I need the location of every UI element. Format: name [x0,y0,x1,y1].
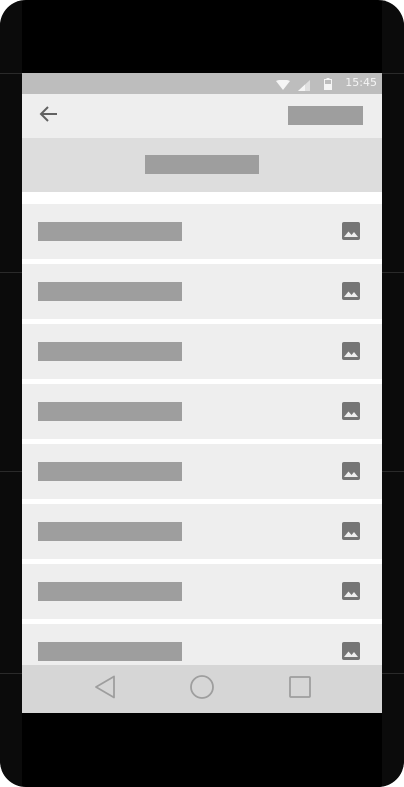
list-item-label-placeholder [38,642,182,661]
list-item[interactable] [22,444,382,499]
image-icon [342,402,360,420]
signal-icon [298,78,310,96]
back-button[interactable] [35,104,63,128]
image-icon [342,462,360,480]
image-icon [342,582,360,600]
bezel-divider [382,272,404,273]
subheader-title-placeholder [145,155,259,174]
image-icon [342,522,360,540]
bezel-divider [0,471,22,472]
bezel-divider [382,471,404,472]
bezel-divider [0,272,22,273]
list-item[interactable] [22,564,382,619]
bezel-divider [382,673,404,674]
list-item-label-placeholder [38,582,182,601]
bezel-right [382,0,404,787]
battery-icon [324,77,332,95]
status-bar: 15:45 [22,73,382,94]
status-time: 15:45 [345,76,377,89]
list-item-label-placeholder [38,342,182,361]
arrow-back-icon [39,105,59,128]
list-item[interactable] [22,384,382,439]
recents-square-icon [288,675,312,704]
wifi-icon [276,78,290,96]
image-icon [342,642,360,660]
system-nav-bar [22,665,382,713]
image-icon [342,222,360,240]
app-bar-action-placeholder[interactable] [288,106,363,125]
list-item[interactable] [22,324,382,379]
nav-recents-button[interactable] [285,675,315,703]
nav-home-button[interactable] [187,674,217,705]
image-icon [342,282,360,300]
list-item[interactable] [22,504,382,559]
list-item[interactable] [22,264,382,319]
back-triangle-icon [94,675,116,704]
image-icon [342,342,360,360]
nav-back-button[interactable] [90,675,120,703]
bezel-divider [0,73,22,74]
list-item-label-placeholder [38,522,182,541]
subheader [22,138,382,192]
list-item-label-placeholder [38,402,182,421]
list-item[interactable] [22,204,382,259]
list-item-label-placeholder [38,462,182,481]
bezel-divider [382,73,404,74]
list-item-label-placeholder [38,282,182,301]
bezel-left [0,0,22,787]
home-circle-icon [189,674,215,705]
app-bar [22,94,382,138]
bezel-divider [0,673,22,674]
list-item-label-placeholder [38,222,182,241]
phone-screen: 15:45 [22,73,382,713]
